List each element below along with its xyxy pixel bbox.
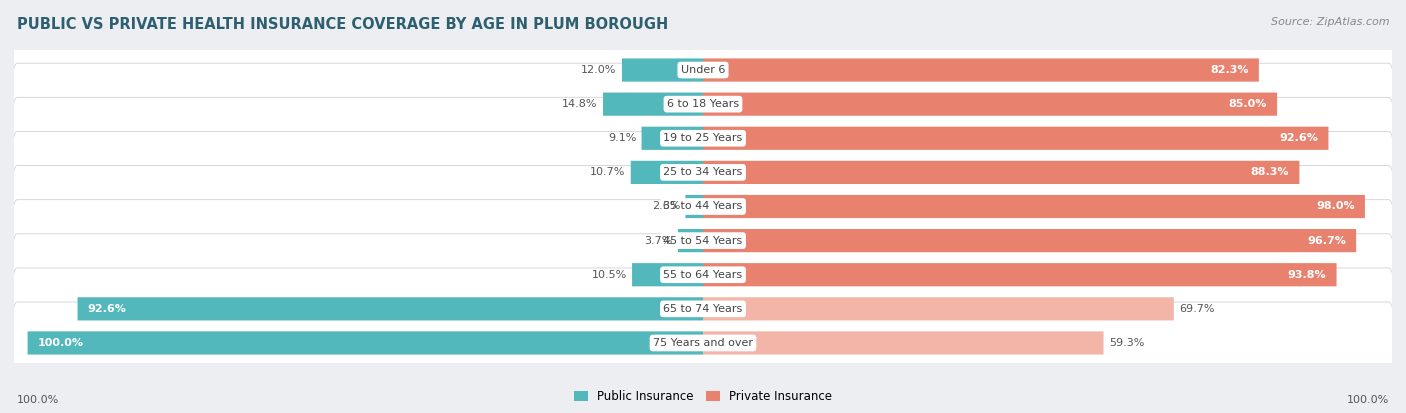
Text: 98.0%: 98.0% bbox=[1316, 202, 1355, 211]
FancyBboxPatch shape bbox=[633, 263, 703, 286]
FancyBboxPatch shape bbox=[13, 199, 1393, 282]
FancyBboxPatch shape bbox=[703, 58, 1258, 82]
FancyBboxPatch shape bbox=[13, 97, 1393, 179]
Text: 88.3%: 88.3% bbox=[1251, 167, 1289, 177]
Text: 100.0%: 100.0% bbox=[1347, 395, 1389, 405]
FancyBboxPatch shape bbox=[703, 127, 1329, 150]
Text: 92.6%: 92.6% bbox=[87, 304, 127, 314]
FancyBboxPatch shape bbox=[603, 93, 703, 116]
FancyBboxPatch shape bbox=[13, 302, 1393, 384]
Text: 14.8%: 14.8% bbox=[562, 99, 598, 109]
Text: 65 to 74 Years: 65 to 74 Years bbox=[664, 304, 742, 314]
Text: 75 Years and over: 75 Years and over bbox=[652, 338, 754, 348]
Text: 82.3%: 82.3% bbox=[1211, 65, 1249, 75]
Text: 6 to 18 Years: 6 to 18 Years bbox=[666, 99, 740, 109]
Text: 100.0%: 100.0% bbox=[38, 338, 84, 348]
Text: 85.0%: 85.0% bbox=[1229, 99, 1267, 109]
FancyBboxPatch shape bbox=[13, 234, 1393, 316]
Text: 93.8%: 93.8% bbox=[1288, 270, 1326, 280]
Text: 35 to 44 Years: 35 to 44 Years bbox=[664, 202, 742, 211]
Text: 2.6%: 2.6% bbox=[651, 202, 681, 211]
FancyBboxPatch shape bbox=[703, 161, 1299, 184]
FancyBboxPatch shape bbox=[686, 195, 703, 218]
FancyBboxPatch shape bbox=[13, 63, 1393, 145]
Text: 100.0%: 100.0% bbox=[17, 395, 59, 405]
Legend: Public Insurance, Private Insurance: Public Insurance, Private Insurance bbox=[569, 385, 837, 408]
Text: 92.6%: 92.6% bbox=[1279, 133, 1319, 143]
Text: 3.7%: 3.7% bbox=[644, 236, 672, 246]
Text: Source: ZipAtlas.com: Source: ZipAtlas.com bbox=[1271, 17, 1389, 26]
FancyBboxPatch shape bbox=[703, 263, 1337, 286]
Text: 59.3%: 59.3% bbox=[1109, 338, 1144, 348]
Text: 10.7%: 10.7% bbox=[591, 167, 626, 177]
Text: 25 to 34 Years: 25 to 34 Years bbox=[664, 167, 742, 177]
FancyBboxPatch shape bbox=[13, 131, 1393, 214]
FancyBboxPatch shape bbox=[703, 331, 1104, 355]
Text: 69.7%: 69.7% bbox=[1180, 304, 1215, 314]
Text: 9.1%: 9.1% bbox=[607, 133, 636, 143]
Text: 96.7%: 96.7% bbox=[1308, 236, 1346, 246]
FancyBboxPatch shape bbox=[13, 166, 1393, 247]
FancyBboxPatch shape bbox=[28, 331, 703, 355]
FancyBboxPatch shape bbox=[641, 127, 703, 150]
Text: Under 6: Under 6 bbox=[681, 65, 725, 75]
Text: 55 to 64 Years: 55 to 64 Years bbox=[664, 270, 742, 280]
FancyBboxPatch shape bbox=[703, 93, 1277, 116]
FancyBboxPatch shape bbox=[13, 268, 1393, 350]
Text: PUBLIC VS PRIVATE HEALTH INSURANCE COVERAGE BY AGE IN PLUM BOROUGH: PUBLIC VS PRIVATE HEALTH INSURANCE COVER… bbox=[17, 17, 668, 31]
FancyBboxPatch shape bbox=[703, 195, 1365, 218]
FancyBboxPatch shape bbox=[77, 297, 703, 320]
FancyBboxPatch shape bbox=[13, 29, 1393, 111]
Text: 12.0%: 12.0% bbox=[581, 65, 617, 75]
FancyBboxPatch shape bbox=[678, 229, 703, 252]
FancyBboxPatch shape bbox=[621, 58, 703, 82]
FancyBboxPatch shape bbox=[703, 297, 1174, 320]
Text: 45 to 54 Years: 45 to 54 Years bbox=[664, 236, 742, 246]
FancyBboxPatch shape bbox=[703, 229, 1357, 252]
Text: 19 to 25 Years: 19 to 25 Years bbox=[664, 133, 742, 143]
Text: 10.5%: 10.5% bbox=[592, 270, 627, 280]
FancyBboxPatch shape bbox=[631, 161, 703, 184]
